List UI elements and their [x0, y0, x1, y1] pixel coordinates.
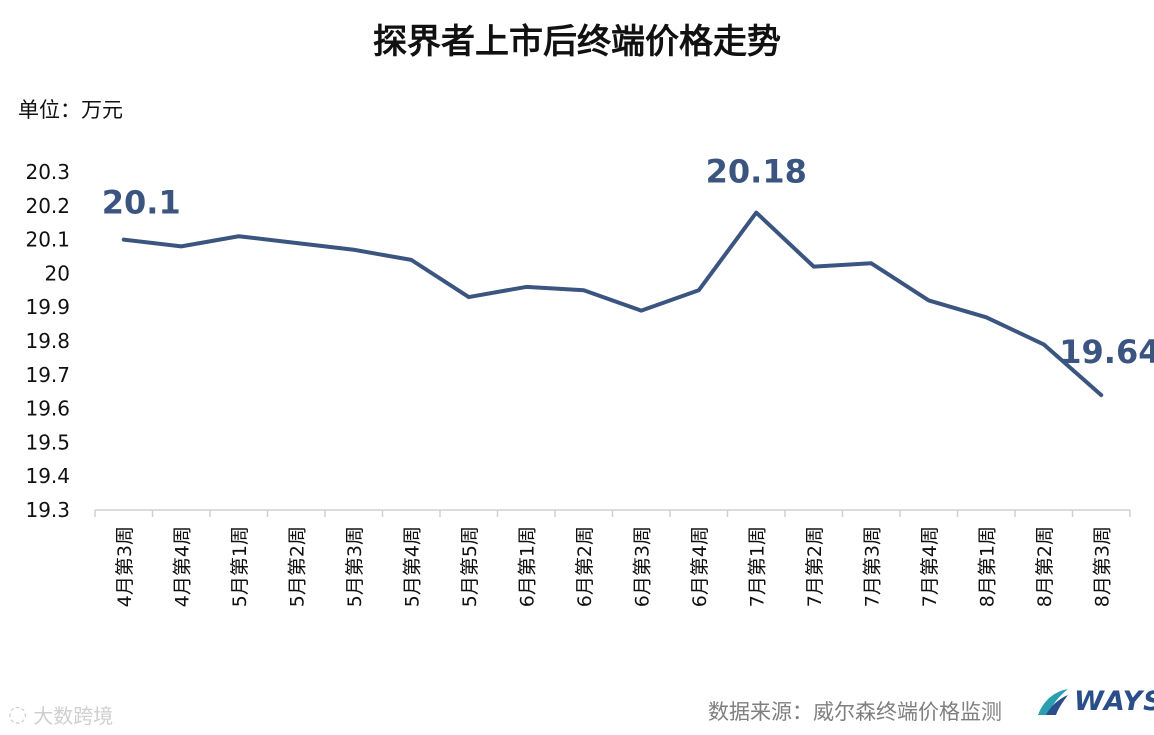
y-tick-label: 19.9 [25, 295, 70, 319]
x-tick-label: 4月第4周 [171, 526, 193, 607]
x-tick-label: 7月第1周 [746, 526, 768, 607]
data-label: 20.18 [706, 153, 807, 191]
x-tick-label: 8月第2周 [1034, 526, 1056, 607]
chart-title: 探界者上市后终端价格走势 [373, 22, 781, 62]
y-tick-label: 20.3 [25, 160, 70, 184]
weibo-icon: ◌ [8, 702, 28, 727]
y-tick-label: 20.1 [25, 228, 70, 252]
y-tick-label: 20 [45, 261, 70, 285]
x-tick-label: 7月第2周 [804, 526, 826, 607]
x-tick-label: 6月第1周 [516, 526, 538, 607]
y-tick-label: 20.2 [25, 194, 70, 218]
x-tick-label: 5月第2周 [286, 526, 308, 607]
y-tick-label: 19.8 [25, 329, 70, 353]
x-tick-label: 4月第3周 [114, 526, 136, 607]
series-line [121, 210, 1104, 398]
x-tick-label: 7月第3周 [861, 526, 883, 607]
x-tick-label: 6月第2周 [574, 526, 596, 607]
ways-logo-text: WAYS [1074, 686, 1154, 717]
data-labels: 20.1 20.18 19.64 [102, 153, 1154, 372]
y-tick-label: 19.4 [25, 464, 70, 488]
y-tick-label: 19.6 [25, 397, 70, 421]
x-tick-label: 8月第1周 [976, 526, 998, 607]
x-tick-label: 6月第4周 [689, 526, 711, 607]
x-axis: 4月第3周 4月第4周 5月第1周 5月第2周 5月第3周 5月第4周 5月第5周 6月第1周… [94, 510, 1131, 607]
data-label: 19.64 [1059, 333, 1154, 371]
y-tick-label: 19.7 [25, 363, 70, 387]
x-tick-label: 5月第1周 [229, 526, 251, 607]
y-axis: 20.3 20.2 20.1 20 19.9 19.8 19.7 19.6 19.5 19.4 19… [25, 160, 70, 522]
y-tick-label: 19.5 [25, 430, 70, 454]
ways-logo: WAYS [1036, 686, 1154, 717]
x-tick-label: 6月第3周 [631, 526, 653, 607]
source-note: 数据来源：威尔森终端价格监测 [708, 700, 1002, 724]
watermark: ◌ 大数跨境 [8, 700, 113, 729]
y-tick-label: 19.3 [25, 498, 70, 522]
unit-label: 单位：万元 [18, 98, 123, 122]
x-tick-label: 7月第4周 [919, 526, 941, 607]
x-tick-label: 8月第3周 [1091, 526, 1113, 607]
x-tick-label: 5月第4周 [401, 526, 423, 607]
data-label: 20.1 [102, 184, 181, 222]
x-tick-label: 5月第5周 [459, 526, 481, 607]
watermark-text: 大数跨境 [33, 704, 114, 728]
x-tick-label: 5月第3周 [344, 526, 366, 607]
ways-swoosh-icon [1038, 688, 1068, 715]
